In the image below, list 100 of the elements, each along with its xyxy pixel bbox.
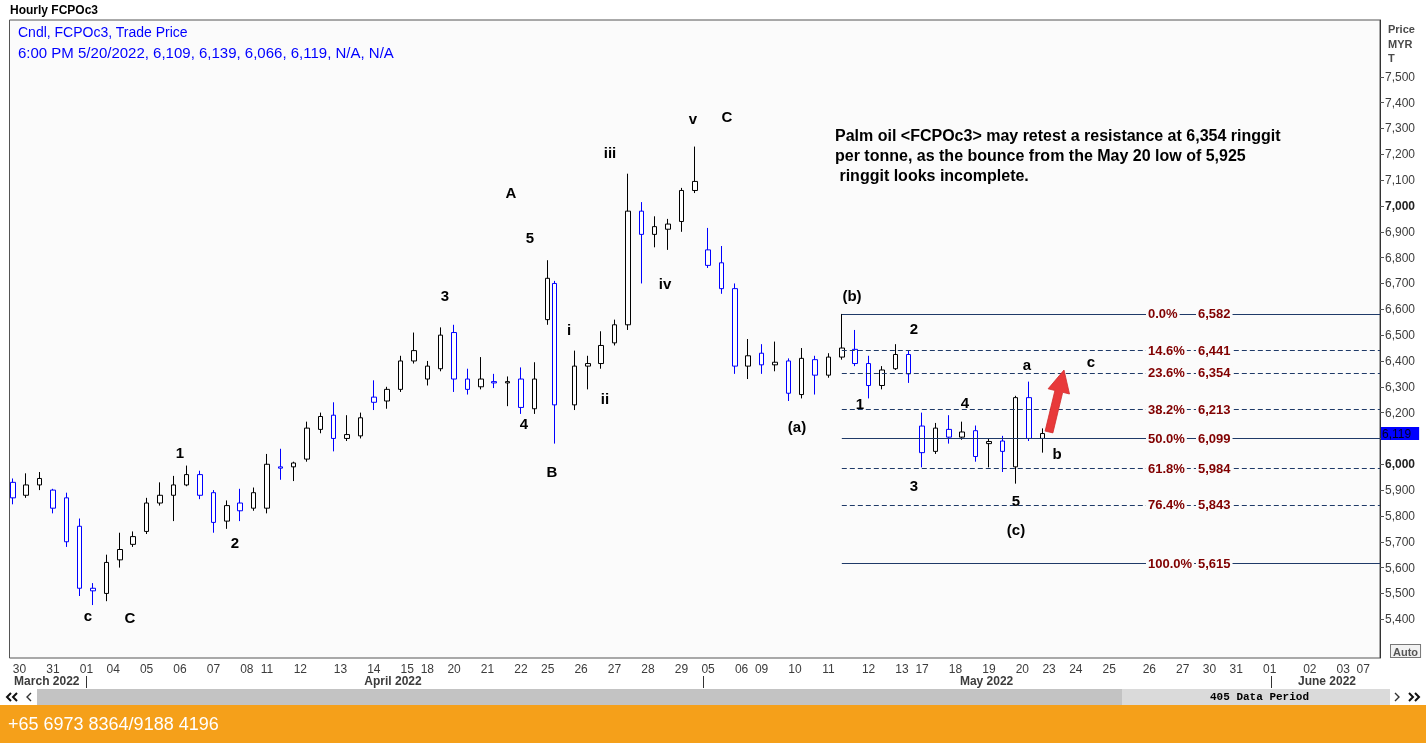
x-tick-label: 05 <box>139 662 154 676</box>
annotation: 76.4% <box>1148 497 1186 513</box>
annotation: 2 <box>230 533 240 551</box>
candlestick <box>518 366 524 415</box>
annotation: B <box>546 462 558 480</box>
candlestick <box>652 215 657 248</box>
x-tick-label: 12 <box>293 662 308 676</box>
annotation: c <box>1086 352 1096 370</box>
y-tick-label: 5,500 <box>1385 586 1416 601</box>
y-tick-label: 5,800 <box>1385 508 1416 523</box>
candlestick <box>625 173 631 331</box>
candlestick <box>117 532 123 569</box>
x-tick-label: 13 <box>895 662 909 676</box>
annotation: ii <box>600 389 610 407</box>
annotation: 14.6% <box>1148 342 1186 358</box>
candlestick <box>264 453 270 514</box>
candlestick <box>465 368 470 396</box>
candlestick <box>612 319 617 346</box>
candlestick <box>786 357 791 402</box>
text: April 2022 <box>364 674 422 688</box>
annotation: A <box>505 183 517 201</box>
annotation: Palm oil <FCPOc3> may retest a resistance at 6,354 ringgit per tonne, as the bounce from the May 20 low of 5,925 ringgit looks incomplete. <box>835 126 1282 184</box>
x-tick-label: 06 <box>734 662 749 676</box>
candlestick <box>946 414 952 445</box>
text: March 2022 <box>14 674 80 688</box>
annotation: 1 <box>175 443 185 461</box>
candlestick <box>1013 395 1018 485</box>
annotation: 5 <box>525 228 535 246</box>
candlestick <box>732 282 738 375</box>
x-tick-label: 07 <box>206 662 221 676</box>
candlestick <box>130 530 136 548</box>
candlestick <box>879 365 885 390</box>
x-tick-label: 30 <box>12 662 27 676</box>
candlestick <box>505 375 510 407</box>
x-tick-label: 05 <box>701 662 716 676</box>
candlestick <box>371 379 377 411</box>
x-tick-label: 25 <box>1102 662 1117 676</box>
x-tick-label: 10 <box>788 662 803 676</box>
annotation: 1 <box>855 394 865 412</box>
annotation: c <box>83 606 93 624</box>
candlestick <box>639 201 644 284</box>
y-axis-title: Price MYR T <box>1388 23 1415 65</box>
annotation: C <box>124 608 136 626</box>
annotation: 5 <box>1011 491 1021 509</box>
x-tick-label: 15 <box>400 662 415 676</box>
candlestick <box>23 472 29 499</box>
candlestick <box>77 518 82 597</box>
ref-line-label: 6,099 <box>1198 431 1231 447</box>
candlestick <box>251 487 256 512</box>
candlestick <box>572 350 577 411</box>
candlestick <box>451 324 457 393</box>
candlestick <box>344 414 350 442</box>
ref-line-label: 6,582 <box>1198 306 1231 322</box>
x-tick-label: 06 <box>173 662 187 676</box>
ref-line-label: 5,984 <box>1198 460 1232 476</box>
annotation: (b) <box>842 286 862 304</box>
ref-line-label: 5,843 <box>1198 497 1231 513</box>
candlestick <box>552 280 557 445</box>
candlestick <box>37 471 42 491</box>
annotation: 4 <box>960 393 970 411</box>
x-tick-label: 31 <box>46 662 60 676</box>
candlestick <box>705 227 711 269</box>
text: 405 Data Period <box>1210 691 1310 704</box>
annotation: 100.0% <box>1148 556 1193 572</box>
annotation: 23.6% <box>1148 365 1186 381</box>
candlestick <box>478 356 484 390</box>
y-tick-label: 5,600 <box>1385 560 1416 575</box>
chart-title: Hourly FCPOc3 <box>10 3 99 17</box>
ref-line-label: 6,441 <box>1198 342 1231 358</box>
x-tick-label: 31 <box>1229 662 1244 676</box>
y-tick-label: 6,400 <box>1385 353 1416 368</box>
annotation: v <box>688 109 698 127</box>
y-tick-label: 7,500 <box>1385 69 1416 84</box>
y-tick-label: 5,700 <box>1385 534 1416 549</box>
y-tick-label: 7,400 <box>1385 95 1416 110</box>
candlestick <box>491 373 497 389</box>
annotation: 3 <box>909 476 919 494</box>
y-tick-label: 7,300 <box>1385 121 1416 136</box>
candlestick <box>532 361 537 415</box>
y-tick-label: 6,200 <box>1385 405 1416 420</box>
candlestick <box>237 488 243 522</box>
annotation: 3 <box>440 286 450 304</box>
x-tick-label: 03 <box>1336 662 1351 676</box>
candlestick <box>812 355 818 396</box>
annotation: (c) <box>1006 520 1026 538</box>
candlestick <box>545 259 550 326</box>
y-tick-label: 6,700 <box>1385 276 1416 291</box>
annotation: C <box>721 107 733 125</box>
y-tick-label: 7,000 <box>1385 198 1416 213</box>
candlestick <box>197 470 203 500</box>
annotation: i <box>566 320 572 338</box>
x-tick-label: 29 <box>674 662 689 676</box>
candlestick <box>585 355 591 390</box>
annotation: 61.8% <box>1148 460 1186 476</box>
text: Auto <box>1393 645 1419 658</box>
annotation: 6:00 PM 5/20/2022, 6,109, 6,139, 6,066, 6,119, N/A, N/A <box>18 44 394 61</box>
annotation: b <box>1052 444 1062 462</box>
x-tick-label: 20 <box>1015 662 1030 676</box>
candlestick <box>278 448 283 481</box>
candlestick <box>358 412 363 439</box>
